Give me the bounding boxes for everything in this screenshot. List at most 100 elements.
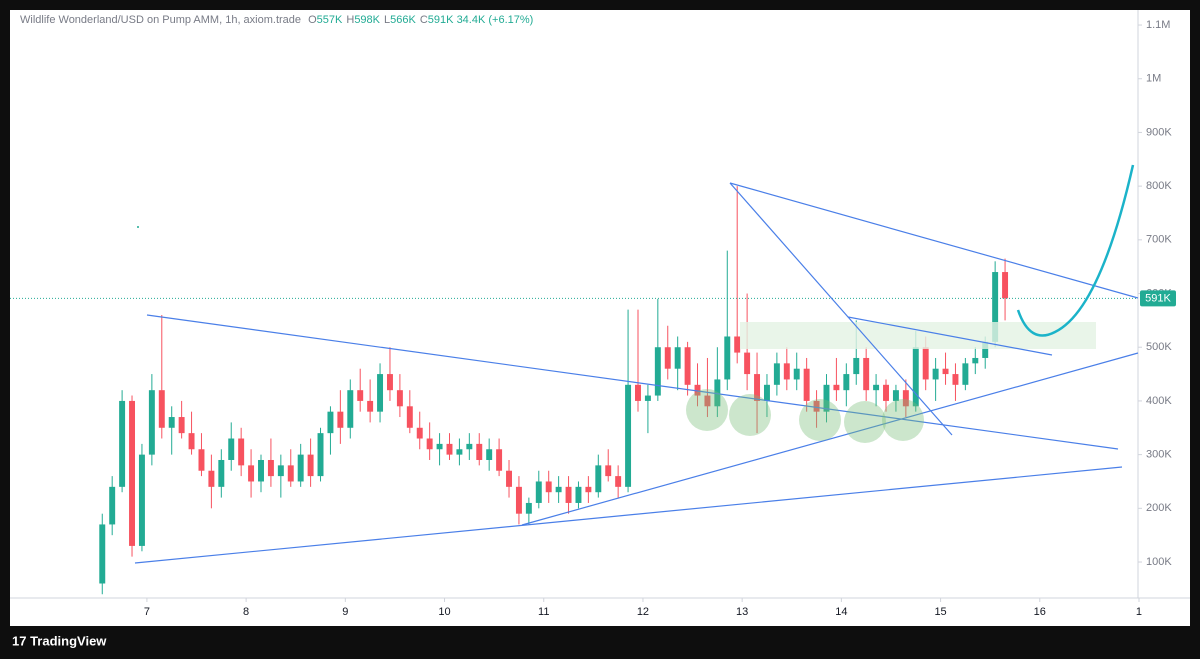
projection-curve (1016, 164, 1135, 337)
x-tick-label: 15 (934, 606, 946, 618)
candle-body (803, 368, 810, 401)
candle-body (545, 481, 552, 493)
candle-body (615, 476, 622, 487)
candle-body (833, 384, 840, 391)
candle-body (158, 390, 165, 428)
candle-body (238, 438, 245, 466)
candle-body (912, 347, 919, 407)
candle-body (605, 465, 612, 477)
candle-body (297, 454, 304, 482)
candle-body (704, 395, 711, 407)
candle-body (823, 384, 830, 412)
candle-body (377, 374, 384, 412)
candle-body (644, 395, 651, 401)
candle-body (922, 347, 929, 380)
candle-body (138, 454, 145, 546)
candle-body (684, 347, 691, 385)
footer (0, 626, 1200, 659)
highlight-circles (686, 389, 924, 443)
legend-key: C (419, 14, 428, 26)
y-tick-label: 300K (1146, 449, 1172, 461)
candle-body (843, 374, 850, 391)
candle-body (575, 486, 582, 503)
candle-body (248, 465, 255, 482)
candle-body (902, 390, 909, 407)
candle-body (258, 459, 264, 482)
title: Wildlife Wonderland/USD on Pump AMM, 1h,… (20, 14, 302, 26)
candle-body (654, 347, 661, 396)
candle-body (932, 368, 939, 380)
candle-body (763, 384, 770, 401)
x-tick-label: 10 (438, 606, 450, 618)
x-tick-label: 1 (1136, 606, 1142, 618)
y-tick-label: 500K (1146, 341, 1172, 353)
candle-body (486, 449, 493, 460)
candle-body (525, 502, 532, 514)
candle-body (813, 400, 820, 412)
candle-body (506, 470, 512, 487)
candle-body (436, 443, 443, 450)
x-tick-label: 11 (538, 606, 549, 618)
candle-body (287, 465, 294, 482)
y-tick-label: 400K (1146, 395, 1172, 407)
candle-body (664, 347, 671, 369)
candle-body (992, 272, 999, 342)
candle-body (972, 357, 979, 364)
candle-body (883, 384, 889, 401)
legend-value: 566K (390, 14, 416, 26)
trendlines (134, 182, 1139, 564)
y-tick-label: 1.1M (1146, 19, 1170, 31)
candle-body (714, 379, 721, 407)
x-tick-label: 12 (637, 606, 649, 618)
candle-body (565, 486, 572, 503)
candle-body (962, 363, 969, 385)
candle-body (515, 486, 522, 514)
candle-body (426, 438, 433, 450)
legend-value: 557K (316, 14, 343, 26)
y-tick-label: 700K (1146, 234, 1172, 246)
candle-body (754, 374, 761, 401)
y-tick-label: 100K (1146, 556, 1172, 568)
candle-body (327, 411, 334, 434)
candle-body (109, 486, 116, 525)
candle-body (694, 384, 701, 396)
candle-body (228, 438, 235, 460)
x-tick-label: 7 (144, 606, 150, 618)
candle-body (129, 400, 136, 546)
candle-body (208, 470, 215, 487)
candle-body (357, 390, 364, 401)
y-tick-label: 900K (1146, 126, 1172, 138)
candle-body (952, 374, 959, 385)
candle-body (178, 417, 185, 434)
candle-body (218, 459, 225, 487)
candle-body (734, 336, 741, 353)
candle-body (307, 454, 314, 477)
x-tick-label: 8 (243, 606, 249, 618)
candle-body (595, 465, 602, 493)
legend-key: O (308, 14, 317, 26)
candle-body (416, 427, 423, 439)
y-tick-label: 800K (1146, 180, 1172, 192)
candle-body (317, 433, 324, 477)
candle-body (347, 390, 354, 428)
candle-body (198, 449, 205, 471)
last-price-tag (1140, 290, 1176, 307)
y-tick-label: 200K (1146, 502, 1172, 514)
candle-body (783, 363, 790, 380)
candle-body (267, 459, 274, 477)
y-tick-label: 1M (1146, 73, 1161, 85)
x-tick-label: 16 (1034, 606, 1046, 618)
candle-body (456, 449, 463, 455)
candle-body (625, 384, 632, 487)
candle-body (674, 347, 681, 369)
candle-body (863, 357, 870, 391)
candle-body (982, 341, 989, 358)
candle-body (773, 363, 780, 385)
candle-body (853, 357, 860, 375)
last-price-label: 591K (1145, 292, 1171, 304)
x-tick-label: 9 (342, 606, 348, 618)
candle-body (724, 336, 731, 380)
candle-body (873, 384, 880, 391)
candle-body (386, 374, 393, 391)
